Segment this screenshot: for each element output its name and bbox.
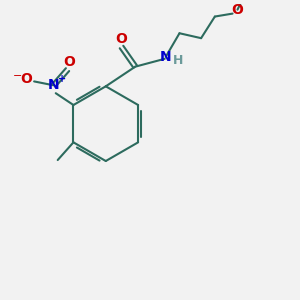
Text: +: + xyxy=(58,74,66,84)
Text: O: O xyxy=(20,72,32,86)
Text: N: N xyxy=(48,78,60,92)
Text: O: O xyxy=(116,32,128,46)
Text: N: N xyxy=(160,50,172,64)
Text: O: O xyxy=(64,55,75,69)
Text: H: H xyxy=(173,54,184,67)
Text: O: O xyxy=(232,3,243,17)
Text: −: − xyxy=(13,71,22,82)
